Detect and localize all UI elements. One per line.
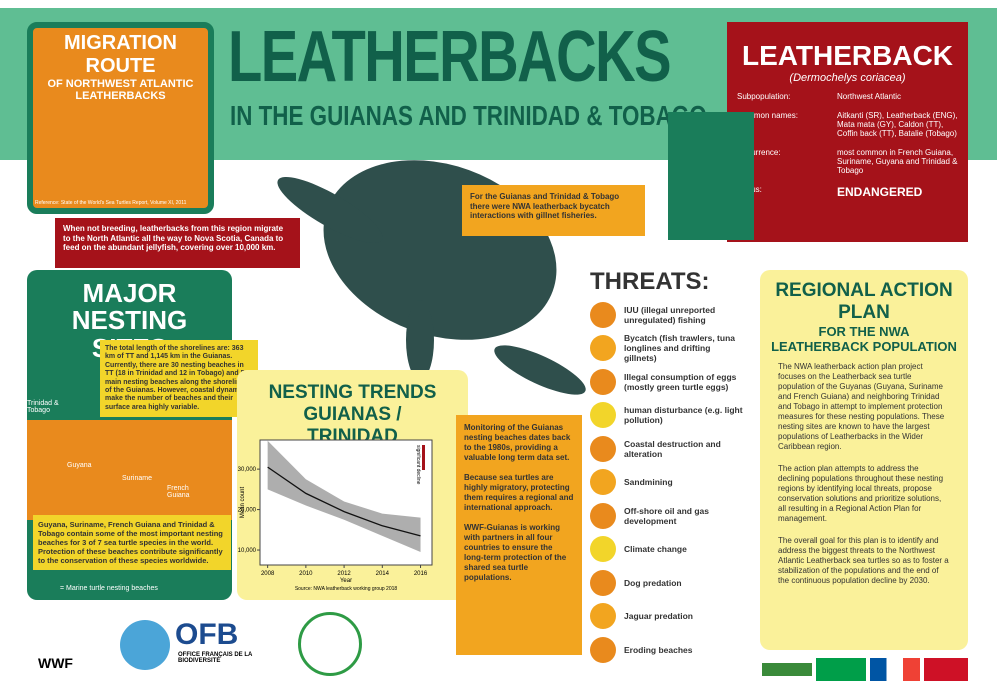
plan-paragraph: The action plan attempts to address the …: [778, 464, 950, 524]
plan-title: REGIONAL ACTION PLAN: [770, 280, 958, 324]
logo-ofb: OFB: [175, 618, 238, 652]
y-tick-label: 30,000: [238, 467, 257, 473]
monitoring-paragraph: Because sea turtles are highly migratory…: [464, 473, 574, 513]
threat-label: IUU (illegal unreported unregulated) fis…: [624, 305, 745, 325]
threat-row: human disturbance (e.g. light pollution): [590, 399, 745, 433]
nesting-bottom-text: Guyana, Suriname, French Guiana and Trin…: [33, 515, 231, 570]
threat-label: human disturbance (e.g. light pollution): [624, 405, 745, 425]
x-tick-label: 2010: [299, 571, 313, 577]
migration-title: MIGRATION ROUTE: [33, 32, 208, 78]
species-card: LEATHERBACK (Dermochelys coriacea) Subpo…: [727, 22, 968, 242]
logo-ofb-text: OFFICE FRANÇAIS DE LA BIODIVERSITÉ: [178, 652, 258, 664]
action-plan-panel: REGIONAL ACTION PLAN FOR THE NWA LEATHER…: [760, 270, 968, 650]
monitoring-paragraph: Monitoring of the Guianas nesting beache…: [464, 423, 574, 463]
monitoring-paragraph: WWF-Guianas is working with partners in …: [464, 523, 574, 583]
threat-label: Jaguar predation: [624, 611, 693, 621]
species-value: Northwest Atlantic: [837, 92, 901, 101]
threat-row: Climate change: [590, 533, 745, 567]
map-label: Trinidad & Tobago: [27, 400, 67, 414]
threat-row: Eroding beaches: [590, 633, 745, 667]
turtle-illustration: [270, 140, 610, 400]
species-row: Occurrence:most common in French Guiana,…: [727, 148, 960, 175]
annotation: significant decline: [415, 445, 421, 485]
threat-icon: [590, 369, 616, 395]
threat-label: Coastal destruction and alteration: [624, 439, 745, 459]
map-label: French Guiana: [167, 485, 207, 499]
species-value: Aitkanti (SR), Leatherback (ENG), Mata m…: [837, 111, 960, 138]
species-name: LEATHERBACK: [727, 40, 968, 72]
threats-title: THREATS:: [590, 268, 710, 296]
title: LEATHERBACKS: [228, 16, 670, 98]
source: Source: NWA leatherback working group 20…: [295, 586, 398, 592]
threat-row: Bycatch (fish trawlers, tuna longlines a…: [590, 332, 745, 366]
flag-tt: [924, 658, 968, 681]
logo-wwf: WWF: [38, 655, 73, 671]
logo-ofb-mark: [120, 620, 170, 670]
plan-paragraph: The overall goal for this plan is to ide…: [778, 536, 950, 586]
monitoring-box: Monitoring of the Guianas nesting beache…: [456, 415, 582, 655]
nesting-text: The total length of the shorelines are: …: [100, 340, 258, 417]
migration-note: When not breeding, leatherbacks from thi…: [55, 218, 300, 268]
plan-paragraph: The NWA leatherback action plan project …: [778, 362, 950, 452]
x-tick-label: 2012: [337, 571, 351, 577]
x-tick-label: 2014: [376, 571, 390, 577]
species-value: ENDANGERED: [837, 185, 922, 199]
reference: Reference: State of the World's Sea Turt…: [35, 200, 186, 206]
threat-icon: [590, 335, 616, 361]
threat-icon: [590, 570, 616, 596]
threat-icon: [590, 402, 616, 428]
y-tick-label: 10,000: [238, 548, 257, 554]
species-row: Common names:Aitkanti (SR), Leatherback …: [727, 111, 960, 138]
map-label: Guyana: [67, 462, 107, 469]
flag-france: [870, 658, 920, 681]
turtle-icon-box: [668, 112, 754, 240]
threat-icon: [590, 503, 616, 529]
infographic: LEATHERBACKS IN THE GUIANAS AND TRINIDAD…: [0, 0, 997, 681]
threat-icon: [590, 603, 616, 629]
y-axis-label: Mean count: [240, 486, 246, 518]
threat-row: Dog predation: [590, 566, 745, 600]
bycatch-note: For the Guianas and Trinidad & Tobago th…: [462, 185, 645, 236]
threat-label: Illegal consumption of eggs (mostly gree…: [624, 372, 745, 392]
species-label: Subpopulation:: [727, 92, 837, 101]
species-latin: (Dermochelys coriacea): [727, 72, 968, 84]
species-row: Status:ENDANGERED: [727, 185, 960, 199]
migration-panel: MIGRATION ROUTE OF NORTHWEST ATLANTIC LE…: [27, 22, 214, 214]
threat-label: Climate change: [624, 544, 687, 554]
flag-suriname: [762, 658, 812, 681]
threat-icon: [590, 469, 616, 495]
threat-row: Coastal destruction and alteration: [590, 432, 745, 466]
threat-label: Eroding beaches: [624, 645, 693, 655]
species-value: most common in French Guiana, Suriname, …: [837, 148, 960, 175]
nesting-legend: = Marine turtle nesting beaches: [60, 585, 158, 592]
migration-subtitle: OF NORTHWEST ATLANTIC LEATHERBACKS: [33, 78, 208, 102]
threat-icon: [590, 637, 616, 663]
threat-label: Bycatch (fish trawlers, tuna longlines a…: [624, 333, 745, 363]
map-land: [27, 420, 232, 520]
x-axis-label: Year: [340, 578, 352, 584]
threat-label: Off-shore oil and gas development: [624, 506, 745, 526]
threat-label: Dog predation: [624, 578, 682, 588]
threat-label: Sandmining: [624, 477, 673, 487]
flag-guyana: [816, 658, 866, 681]
subtitle: IN THE GUIANAS AND TRINIDAD & TOBAGO: [230, 100, 707, 132]
threat-row: Sandmining: [590, 466, 745, 500]
threat-row: Illegal consumption of eggs (mostly gree…: [590, 365, 745, 399]
threat-row: IUU (illegal unreported unregulated) fis…: [590, 298, 745, 332]
threat-icon: [590, 302, 616, 328]
map-label: Suriname: [122, 475, 162, 482]
annotation-arrow: [422, 445, 425, 470]
plan-subtitle: FOR THE NWA LEATHERBACK POPULATION: [770, 324, 958, 354]
threat-row: Off-shore oil and gas development: [590, 499, 745, 533]
x-tick-label: 2008: [261, 571, 275, 577]
threat-row: Jaguar predation: [590, 600, 745, 634]
species-row: Subpopulation:Northwest Atlantic: [727, 92, 960, 101]
threat-icon: [590, 536, 616, 562]
x-tick-label: 2016: [414, 571, 428, 577]
logo-partner: [298, 612, 362, 676]
threat-icon: [590, 436, 616, 462]
